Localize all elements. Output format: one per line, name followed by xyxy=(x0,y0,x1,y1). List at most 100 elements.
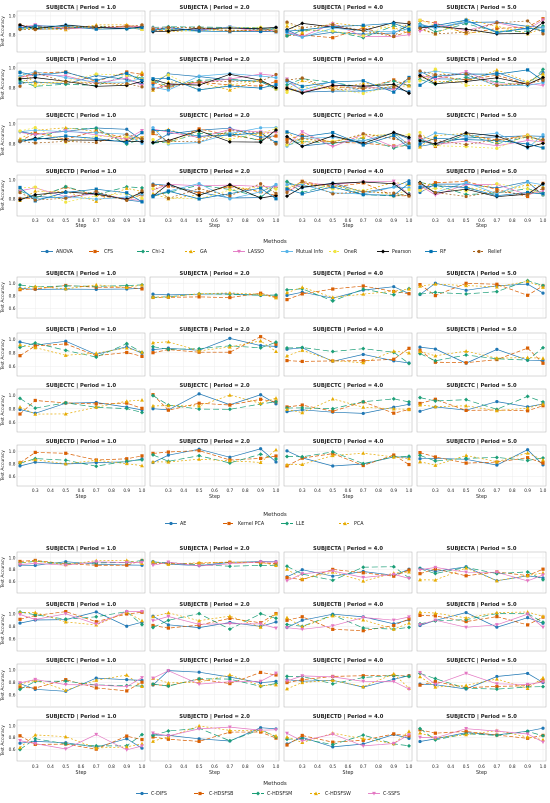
legend-item: C-HDSFSM xyxy=(252,791,292,797)
data-point xyxy=(227,407,232,412)
data-point xyxy=(392,133,396,138)
x-tick-label: 0.6 xyxy=(78,218,85,224)
data-point xyxy=(495,347,499,351)
data-point xyxy=(228,29,232,33)
facet-title: SUBJECTB | Period = 5.0 xyxy=(446,327,517,333)
data-point xyxy=(94,81,98,86)
data-point xyxy=(464,18,468,22)
data-point xyxy=(33,677,38,682)
data-point xyxy=(391,82,396,87)
data-point xyxy=(125,195,129,199)
x-tick-label: 0.8 xyxy=(242,488,249,494)
data-point xyxy=(361,79,365,83)
data-point xyxy=(300,348,305,352)
series-line-lasso xyxy=(419,71,544,86)
data-point xyxy=(166,734,171,738)
data-point xyxy=(259,84,263,88)
data-point xyxy=(285,130,289,134)
series-line-ga xyxy=(286,22,410,34)
facet-strip xyxy=(150,382,279,389)
series-line-c-ssfs xyxy=(19,734,143,751)
data-point xyxy=(361,733,366,738)
data-point xyxy=(124,345,129,350)
data-point xyxy=(33,287,37,291)
data-point xyxy=(300,405,305,410)
facet-strip xyxy=(417,545,546,552)
series-line-lle xyxy=(419,396,544,410)
data-point xyxy=(407,27,411,31)
data-point xyxy=(94,84,99,89)
data-point xyxy=(63,679,68,684)
legend-item: Mutual Info xyxy=(281,249,323,255)
series-line-c-ssfs xyxy=(152,561,277,567)
data-point xyxy=(526,26,530,30)
facet-strip xyxy=(284,545,412,552)
facet-panel: SUBJECTB | Period = 4.0 xyxy=(283,326,413,377)
series-line-ae xyxy=(152,448,277,463)
series-line-c-ssfs xyxy=(152,616,277,629)
facet-title: SUBJECTC | Period = 5.0 xyxy=(446,383,517,389)
data-point xyxy=(166,684,171,689)
data-point xyxy=(33,189,38,193)
data-point xyxy=(330,675,335,679)
facet-strip xyxy=(284,270,412,277)
x-tick-label: 0.8 xyxy=(242,764,249,770)
data-point xyxy=(407,454,411,459)
data-point xyxy=(166,76,170,80)
data-point xyxy=(525,573,530,578)
data-point xyxy=(140,137,144,141)
data-point xyxy=(18,404,22,409)
data-point xyxy=(541,737,545,742)
series-line-pca xyxy=(19,399,143,415)
series-line-c-ssfs xyxy=(152,670,277,685)
data-point xyxy=(285,454,289,459)
data-point xyxy=(64,190,68,194)
data-point xyxy=(285,190,289,195)
data-point xyxy=(361,579,366,583)
series-line-rf xyxy=(19,25,143,30)
data-point xyxy=(433,190,437,195)
x-tick-label: 0.4 xyxy=(447,218,454,224)
data-point xyxy=(464,288,468,292)
series-line-ga xyxy=(19,71,143,86)
data-point xyxy=(227,458,232,463)
data-point xyxy=(464,625,469,630)
facet-title: SUBJECTC | Period = 4.0 xyxy=(313,113,384,119)
facet-strip xyxy=(17,382,145,389)
data-point xyxy=(166,339,171,344)
series-line-chi-2 xyxy=(152,130,277,144)
facet-title: SUBJECTA | Period = 1.0 xyxy=(46,546,116,552)
series-line-lle xyxy=(152,341,277,350)
data-point xyxy=(391,130,396,135)
data-point xyxy=(33,198,37,202)
data-point xyxy=(33,563,37,567)
data-point xyxy=(300,568,304,572)
data-point xyxy=(259,186,263,190)
series-line-rf xyxy=(419,69,544,86)
y-axis-label: Test Accuracy xyxy=(0,725,6,757)
data-point xyxy=(285,187,289,191)
data-point xyxy=(197,181,201,186)
facet-title: SUBJECTB | Period = 2.0 xyxy=(179,327,250,333)
data-point xyxy=(300,678,304,682)
x-axis-label: Step xyxy=(209,494,220,500)
data-point xyxy=(124,461,129,466)
data-point xyxy=(197,140,201,144)
chart-block-2: Test Accuracy SUBJECTA | Period = 1.0 0.6 0… xyxy=(0,270,547,527)
data-point xyxy=(94,560,99,564)
data-point xyxy=(361,405,366,409)
series-line-oner xyxy=(419,183,544,196)
data-point xyxy=(331,25,335,29)
data-point xyxy=(494,578,499,583)
data-point xyxy=(151,340,155,345)
data-point xyxy=(494,408,499,413)
data-point xyxy=(94,24,98,28)
data-point xyxy=(18,27,22,31)
legend-title: Methods xyxy=(263,512,287,518)
facet-panel: SUBJECTC | Period = 2.0 xyxy=(149,112,280,163)
data-point xyxy=(541,726,545,730)
facet-panel: SUBJECTD | Period = 1.0 0.8 1.0 xyxy=(9,168,146,217)
data-point xyxy=(94,189,98,193)
data-point xyxy=(227,680,232,684)
series-line-chi-2 xyxy=(419,134,544,146)
